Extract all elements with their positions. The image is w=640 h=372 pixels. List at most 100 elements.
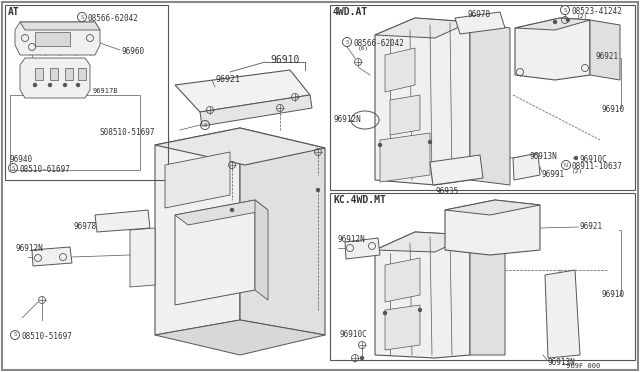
Polygon shape [545,270,580,358]
Text: 96960: 96960 [121,47,144,56]
Polygon shape [385,258,420,302]
Text: 96910C: 96910C [340,330,368,339]
Text: 96978: 96978 [468,10,491,19]
Polygon shape [155,128,240,335]
Polygon shape [155,128,325,165]
Text: KC.4WD.MT: KC.4WD.MT [333,195,386,205]
Text: 08566-62042: 08566-62042 [353,39,404,48]
Text: 96940: 96940 [10,155,33,164]
Text: 96913N: 96913N [548,358,576,367]
Circle shape [554,20,557,23]
Polygon shape [513,153,540,180]
Polygon shape [78,68,86,80]
Text: S08510-51697: S08510-51697 [99,128,155,137]
Polygon shape [390,95,420,135]
Polygon shape [385,48,415,92]
Circle shape [63,83,67,87]
Polygon shape [20,58,90,98]
Polygon shape [470,235,505,355]
Polygon shape [35,68,43,80]
Text: 96912N: 96912N [338,235,365,244]
Polygon shape [32,247,72,266]
Circle shape [566,19,570,22]
Text: 96917B: 96917B [93,88,118,94]
Polygon shape [175,70,310,112]
Text: S: S [563,7,567,13]
Text: 96910: 96910 [270,55,300,65]
Circle shape [575,157,577,160]
Polygon shape [445,200,540,255]
Text: 96913N: 96913N [530,152,557,161]
Polygon shape [430,155,483,185]
Polygon shape [130,228,155,287]
Polygon shape [380,133,430,182]
Circle shape [378,144,381,147]
Text: 08566-62042: 08566-62042 [88,14,139,23]
Polygon shape [375,18,470,38]
Text: 96921: 96921 [215,75,240,84]
Text: ^969F 000: ^969F 000 [562,363,600,369]
Text: 96978: 96978 [73,222,96,231]
Text: 4WD.AT: 4WD.AT [333,7,368,17]
Circle shape [49,83,51,87]
Circle shape [419,308,422,311]
Polygon shape [240,128,325,335]
Polygon shape [50,68,58,80]
Circle shape [360,356,364,359]
Polygon shape [155,320,325,355]
Polygon shape [385,305,420,350]
Text: 08911-10637: 08911-10637 [572,162,623,171]
Text: 96921: 96921 [580,222,603,231]
Polygon shape [455,12,505,34]
Polygon shape [590,20,620,80]
Polygon shape [200,95,312,126]
Circle shape [33,83,36,87]
Text: 96991: 96991 [542,170,565,179]
Polygon shape [175,200,268,225]
Circle shape [383,311,387,314]
Text: (2): (2) [572,169,583,174]
Circle shape [230,208,234,212]
Text: S: S [13,333,17,337]
Polygon shape [15,22,100,55]
Bar [10,95,140,170]
Circle shape [77,83,79,87]
Polygon shape [165,152,230,208]
Polygon shape [375,232,470,358]
Polygon shape [345,238,380,259]
Bar [5,5,168,180]
Bar [330,5,635,190]
Text: 96935: 96935 [435,187,458,196]
Text: AT: AT [8,7,20,17]
Bar [330,193,635,360]
Text: 08510-61697: 08510-61697 [19,165,70,174]
Polygon shape [515,18,590,30]
Polygon shape [445,200,540,215]
Text: 96912N: 96912N [333,115,361,124]
Text: 96910: 96910 [602,290,625,299]
Polygon shape [95,210,150,232]
Text: 96912N: 96912N [15,244,43,253]
Circle shape [317,189,319,192]
Polygon shape [255,200,268,300]
Text: 96921: 96921 [595,52,618,61]
Text: 96910C: 96910C [580,155,608,164]
Polygon shape [20,22,100,30]
Bar [35,32,70,46]
Text: N: N [564,163,568,167]
Text: (2): (2) [577,14,588,19]
Polygon shape [375,18,470,185]
Text: 08523-41242: 08523-41242 [571,7,622,16]
Polygon shape [65,68,73,80]
Text: S: S [80,15,84,19]
Polygon shape [470,22,510,185]
Circle shape [429,141,431,144]
Polygon shape [515,18,590,80]
Text: 96910: 96910 [602,105,625,114]
Polygon shape [375,232,470,252]
Text: (6): (6) [358,46,369,51]
Text: S: S [345,39,349,45]
Text: S: S [204,122,207,128]
Text: 08510-51697: 08510-51697 [21,332,72,341]
Polygon shape [175,200,255,305]
